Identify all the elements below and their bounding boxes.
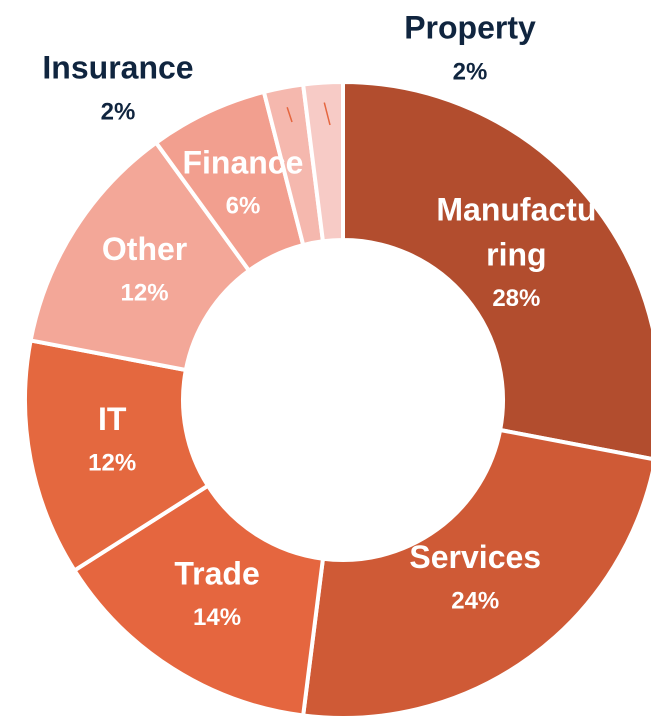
donut-slice	[300, 79, 345, 244]
value-label: 24%	[451, 587, 499, 614]
donut-slice	[28, 139, 252, 373]
value-label: 2%	[101, 98, 136, 125]
leader-line	[323, 102, 331, 126]
category-label: Trade	[174, 556, 259, 592]
value-label: 2%	[453, 58, 488, 85]
donut-slice	[23, 338, 211, 574]
value-label: 12%	[88, 449, 136, 476]
category-label: IT	[98, 401, 127, 437]
donut-slice	[300, 427, 651, 720]
value-label: 6%	[226, 193, 261, 220]
value-label: 28%	[492, 285, 540, 312]
value-label: 14%	[193, 604, 241, 631]
donut-slice	[341, 79, 651, 461]
category-label: Property	[404, 9, 536, 45]
value-label: 12%	[121, 279, 169, 306]
category-label: Services	[409, 539, 541, 575]
category-label: Finance	[182, 145, 303, 181]
leader-line	[286, 107, 293, 123]
category-label: Other	[102, 232, 187, 268]
donut-slice	[71, 482, 326, 718]
category-label: Manufactu ring	[436, 192, 596, 273]
category-label: Insurance	[42, 49, 193, 85]
